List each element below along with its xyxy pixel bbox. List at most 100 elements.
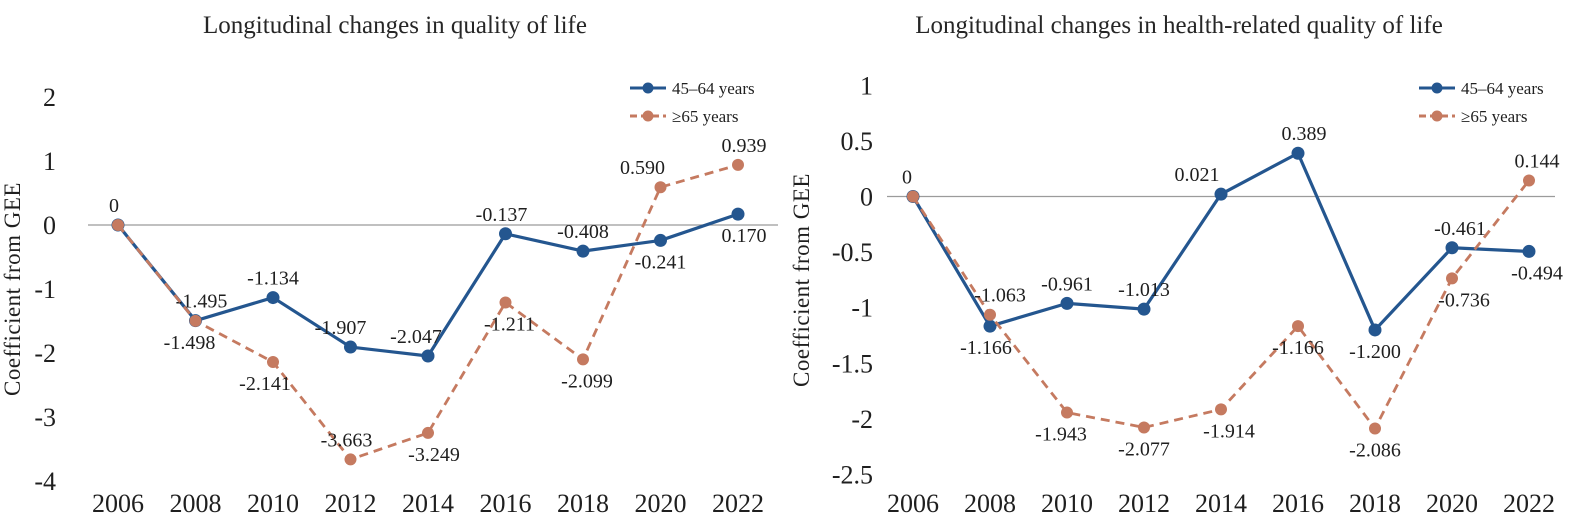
data-point-label-65-plus-years: -2.099	[561, 370, 613, 392]
data-point-marker-45-64-years	[266, 291, 280, 305]
data-point-marker-65-plus-years	[1292, 320, 1304, 333]
data-point-marker-65-plus-years	[499, 296, 512, 309]
data-point-marker-45-64-years	[1060, 296, 1074, 310]
y-tick-label: -1	[851, 294, 873, 323]
x-tick-label: 2012	[325, 489, 377, 518]
chart-panel-quality-of-life: Longitudinal changes in quality of life C…	[0, 12, 778, 518]
x-tick-label: 2006	[887, 489, 939, 518]
y-tick-label: -4	[34, 467, 56, 496]
data-point-marker-45-64-years	[421, 349, 435, 363]
data-point-label-65-plus-years: -1.498	[164, 332, 216, 354]
data-point-marker-65-plus-years	[112, 219, 124, 231]
data-point-label-65-plus-years: -1.914	[1203, 420, 1255, 442]
x-tick-label: 2020	[635, 489, 687, 518]
data-point-label-45-64-years: -0.241	[635, 251, 687, 273]
y-tick-label: -1	[34, 275, 56, 304]
data-point-marker-45-64-years	[731, 207, 745, 221]
data-point-label-65-plus-years: -1.063	[974, 285, 1026, 307]
data-point-marker-65-plus-years	[1369, 422, 1381, 435]
data-point-label-65-plus-years: -0.736	[1438, 289, 1490, 311]
data-point-label-45-64-years: -0.961	[1041, 273, 1093, 295]
data-point-label-45-64-years: 0	[109, 195, 119, 217]
chart-title: Longitudinal changes in health-related q…	[915, 12, 1443, 39]
data-point-label-65-plus-years: -2.141	[239, 373, 291, 395]
y-tick-label: -3	[34, 403, 56, 432]
legend-marker-icon-45-64-years	[642, 82, 654, 94]
data-point-marker-45-64-years	[1291, 146, 1305, 160]
series-line-65-plus-years	[116, 163, 739, 461]
data-point-label-65-plus-years: 0.590	[620, 157, 665, 179]
legend-label-65-plus-years: ≥65 years	[672, 107, 738, 126]
legend-marker-icon-65-plus-years	[642, 110, 654, 122]
legend-label-45-64-years: 45–64 years	[672, 79, 755, 98]
data-point-label-65-plus-years: -1.211	[484, 314, 535, 336]
data-point-marker-65-plus-years	[1446, 272, 1458, 285]
y-tick-label: 0	[860, 183, 873, 212]
data-point-label-65-plus-years: -1.166	[1272, 337, 1324, 359]
data-point-marker-45-64-years	[576, 244, 590, 258]
x-tick-label: 2020	[1426, 489, 1478, 518]
data-point-marker-65-plus-years	[577, 353, 589, 366]
data-point-marker-65-plus-years	[732, 158, 744, 171]
x-tick-label: 2012	[1118, 489, 1170, 518]
x-tick-label: 2014	[402, 489, 454, 518]
data-point-label-45-64-years: -0.408	[557, 221, 609, 243]
data-point-marker-65-plus-years	[344, 453, 357, 466]
data-point-label-65-plus-years: -2.077	[1118, 438, 1170, 460]
chart-title: Longitudinal changes in quality of life	[203, 12, 587, 39]
chart-quality-of-life: Longitudinal changes in quality of life C…	[0, 12, 778, 518]
data-point-marker-65-plus-years	[1215, 403, 1227, 416]
data-point-label-45-64-years: 0.021	[1175, 164, 1220, 186]
x-tick-label: 2022	[712, 489, 764, 518]
data-point-marker-45-64-years	[1368, 323, 1382, 337]
data-point-marker-45-64-years	[654, 233, 667, 247]
data-point-marker-65-plus-years	[267, 356, 279, 369]
data-point-marker-65-plus-years	[907, 190, 919, 203]
x-tick-label: 2014	[1195, 489, 1247, 518]
legend-label-45-64-years: 45–64 years	[1461, 79, 1544, 98]
y-tick-label: -0.5	[832, 238, 873, 267]
data-point-marker-65-plus-years	[1523, 174, 1535, 187]
data-point-label-45-64-years: -1.200	[1349, 341, 1401, 363]
chart-health-related-qol: Longitudinal changes in health-related q…	[789, 12, 1563, 518]
y-tick-label: -2	[851, 405, 873, 434]
legend-marker-icon-65-plus-years	[1431, 110, 1443, 122]
y-axis-title: Coefficient from GEE	[789, 173, 814, 387]
data-point-marker-65-plus-years	[654, 181, 667, 194]
x-tick-label: 2018	[1349, 489, 1401, 518]
data-point-marker-45-64-years	[499, 227, 512, 241]
data-point-marker-65-plus-years	[1061, 406, 1073, 419]
x-tick-label: 2018	[557, 489, 609, 518]
data-point-label-65-plus-years: -3.249	[408, 444, 460, 466]
data-point-label-45-64-years: 0.170	[722, 225, 767, 247]
data-point-label-45-64-years: -1.495	[176, 291, 228, 313]
x-tick-label: 2006	[92, 489, 144, 518]
x-tick-label: 2016	[480, 489, 532, 518]
y-tick-label: 1	[860, 71, 873, 100]
x-tick-label: 2008	[170, 489, 222, 518]
data-point-label-45-64-years: -1.166	[960, 337, 1012, 359]
x-tick-label: 2010	[247, 489, 299, 518]
legend-label-65-plus-years: ≥65 years	[1461, 107, 1527, 126]
x-tick-label: 2022	[1503, 489, 1555, 518]
data-point-label-45-64-years: -0.461	[1434, 218, 1486, 240]
y-tick-label: 0	[43, 211, 56, 240]
data-point-label-45-64-years: -0.494	[1511, 262, 1563, 284]
data-point-label-45-64-years: -1.013	[1118, 279, 1170, 301]
chart-panel-health-related-qol: Longitudinal changes in health-related q…	[789, 0, 1577, 532]
data-point-label-65-plus-years: -1.943	[1035, 424, 1087, 446]
data-point-label-65-plus-years: 0.144	[1515, 150, 1560, 172]
data-point-marker-65-plus-years	[422, 426, 434, 439]
data-point-marker-45-64-years	[1214, 187, 1228, 201]
data-point-label-65-plus-years: -3.663	[321, 429, 373, 451]
data-point-marker-45-64-years	[1522, 244, 1536, 258]
y-tick-label: -2.5	[832, 461, 873, 490]
y-tick-label: 0.5	[841, 127, 874, 156]
data-point-marker-65-plus-years	[984, 308, 996, 321]
y-axis-title: Coefficient from GEE	[0, 182, 25, 396]
data-point-label-45-64-years: -1.134	[247, 268, 299, 290]
data-point-marker-65-plus-years	[1138, 421, 1150, 434]
data-point-marker-45-64-years	[983, 319, 997, 333]
y-tick-label: 1	[43, 147, 56, 176]
data-point-marker-45-64-years	[1445, 241, 1459, 255]
